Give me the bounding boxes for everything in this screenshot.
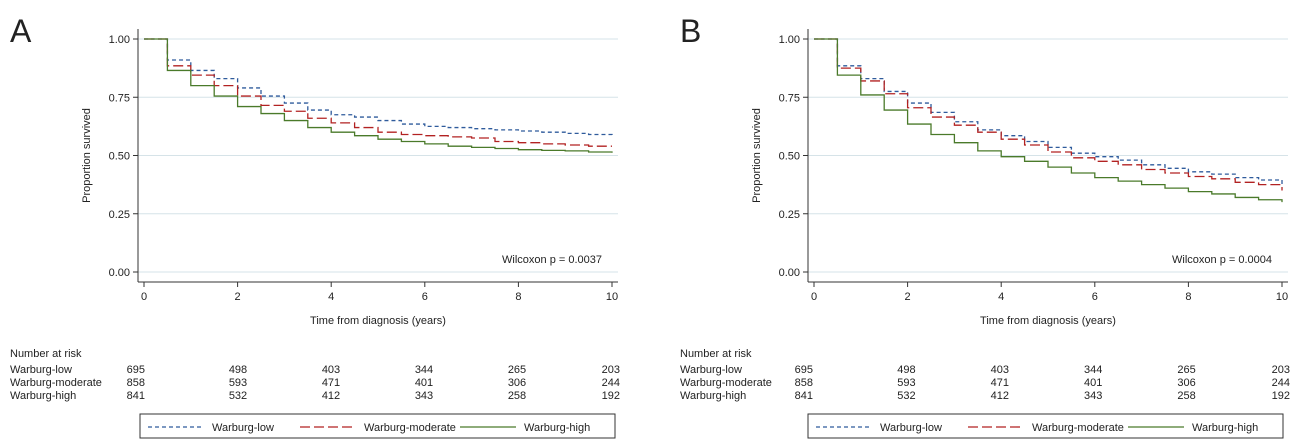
risk-count: 258 (508, 390, 526, 402)
series-line-warburg-high (814, 38, 1283, 203)
series-line-warburg-low (144, 38, 613, 136)
risk-count: 593 (897, 377, 915, 389)
risk-count: 403 (991, 364, 1009, 376)
y-tick-label: 0.50 (779, 151, 800, 163)
risk-count: 498 (897, 364, 915, 376)
legend-entry: Warburg-high (524, 422, 590, 434)
risk-count: 403 (322, 364, 340, 376)
risk-count: 344 (415, 364, 433, 376)
risk-count: 306 (508, 377, 526, 389)
risk-count: 412 (991, 390, 1009, 402)
y-tick-label: 0.00 (779, 267, 800, 279)
risk-count: 203 (602, 364, 620, 376)
risk-count: 858 (795, 377, 813, 389)
wilcoxon-annotation: Wilcoxon p = 0.0004 (1172, 254, 1272, 266)
risk-count: 258 (1177, 390, 1195, 402)
risk-count: 265 (1177, 364, 1195, 376)
risk-count: 192 (1272, 390, 1290, 402)
series-line-warburg-moderate (144, 38, 612, 147)
risk-count: 343 (415, 390, 433, 402)
y-axis-label: Proportion survived (751, 108, 763, 203)
risk-count: 412 (322, 390, 340, 402)
legend-entry: Warburg-moderate (364, 422, 456, 434)
x-tick-label: 6 (422, 291, 428, 303)
risk-count: 192 (602, 390, 620, 402)
risk-count: 471 (991, 377, 1009, 389)
series-line-warburg-high (144, 38, 613, 153)
x-tick-label: 8 (1185, 291, 1191, 303)
risk-count: 841 (795, 390, 813, 402)
panel-label: B (680, 13, 701, 49)
x-tick-label: 10 (606, 291, 618, 303)
x-axis-label: Time from diagnosis (years) (980, 315, 1116, 327)
risk-count: 265 (508, 364, 526, 376)
y-axis-label: Proportion survived (81, 108, 93, 203)
y-tick-label: 1.00 (779, 34, 800, 46)
risk-row-label: Warburg-moderate (10, 377, 102, 389)
risk-count: 858 (127, 377, 145, 389)
x-tick-label: 2 (905, 291, 911, 303)
risk-count: 244 (602, 377, 620, 389)
risk-count: 695 (127, 364, 145, 376)
legend-entry: Warburg-low (880, 422, 942, 434)
x-tick-label: 4 (998, 291, 1004, 303)
x-tick-label: 0 (811, 291, 817, 303)
x-tick-label: 8 (515, 291, 521, 303)
risk-row-label: Warburg-high (680, 390, 746, 402)
y-tick-label: 0.75 (779, 92, 800, 104)
x-tick-label: 6 (1092, 291, 1098, 303)
risk-count: 498 (229, 364, 247, 376)
risk-table-heading: Number at risk (680, 348, 752, 360)
risk-count: 695 (795, 364, 813, 376)
panel-label: A (10, 13, 32, 49)
y-tick-label: 0.50 (109, 151, 130, 163)
risk-count: 841 (127, 390, 145, 402)
risk-count: 344 (1084, 364, 1102, 376)
x-tick-label: 10 (1276, 291, 1288, 303)
legend-entry: Warburg-high (1192, 422, 1258, 434)
legend-entry: Warburg-low (212, 422, 274, 434)
risk-row-label: Warburg-low (10, 364, 72, 376)
risk-table-heading: Number at risk (10, 348, 82, 360)
risk-count: 471 (322, 377, 340, 389)
x-tick-label: 0 (141, 291, 147, 303)
risk-row-label: Warburg-low (680, 364, 742, 376)
y-tick-label: 0.25 (779, 209, 800, 221)
risk-row-label: Warburg-moderate (680, 377, 772, 389)
wilcoxon-annotation: Wilcoxon p = 0.0037 (502, 254, 602, 266)
risk-count: 203 (1272, 364, 1290, 376)
y-tick-label: 0.75 (109, 92, 130, 104)
series-line-warburg-moderate (814, 38, 1283, 191)
x-axis-label: Time from diagnosis (years) (310, 315, 446, 327)
y-tick-label: 0.25 (109, 209, 130, 221)
risk-count: 244 (1272, 377, 1290, 389)
risk-count: 401 (415, 377, 433, 389)
panel-b: B 0.00 0.25 0.50 0.75 1.00 0 2 4 6 8 10 Time from di… (680, 13, 1290, 439)
legend-box (807, 413, 1284, 439)
risk-count: 532 (229, 390, 247, 402)
panel-a: A 0.00 0.25 0.50 0.75 1.00 0 2 4 6 8 10 Time from di… (10, 13, 620, 439)
y-tick-label: 0.00 (109, 267, 130, 279)
risk-count: 593 (229, 377, 247, 389)
legend: Warburg-low Warburg-moderate Warburg-high (807, 413, 1284, 439)
risk-count: 401 (1084, 377, 1102, 389)
y-tick-label: 1.00 (109, 34, 130, 46)
legend-entry: Warburg-moderate (1032, 422, 1124, 434)
risk-count: 343 (1084, 390, 1102, 402)
risk-count: 306 (1177, 377, 1195, 389)
x-tick-label: 4 (328, 291, 334, 303)
legend-box (139, 413, 616, 439)
legend: Warburg-low Warburg-moderate Warburg-high (139, 413, 616, 439)
risk-row-label: Warburg-high (10, 390, 76, 402)
x-tick-label: 2 (235, 291, 241, 303)
risk-count: 532 (897, 390, 915, 402)
